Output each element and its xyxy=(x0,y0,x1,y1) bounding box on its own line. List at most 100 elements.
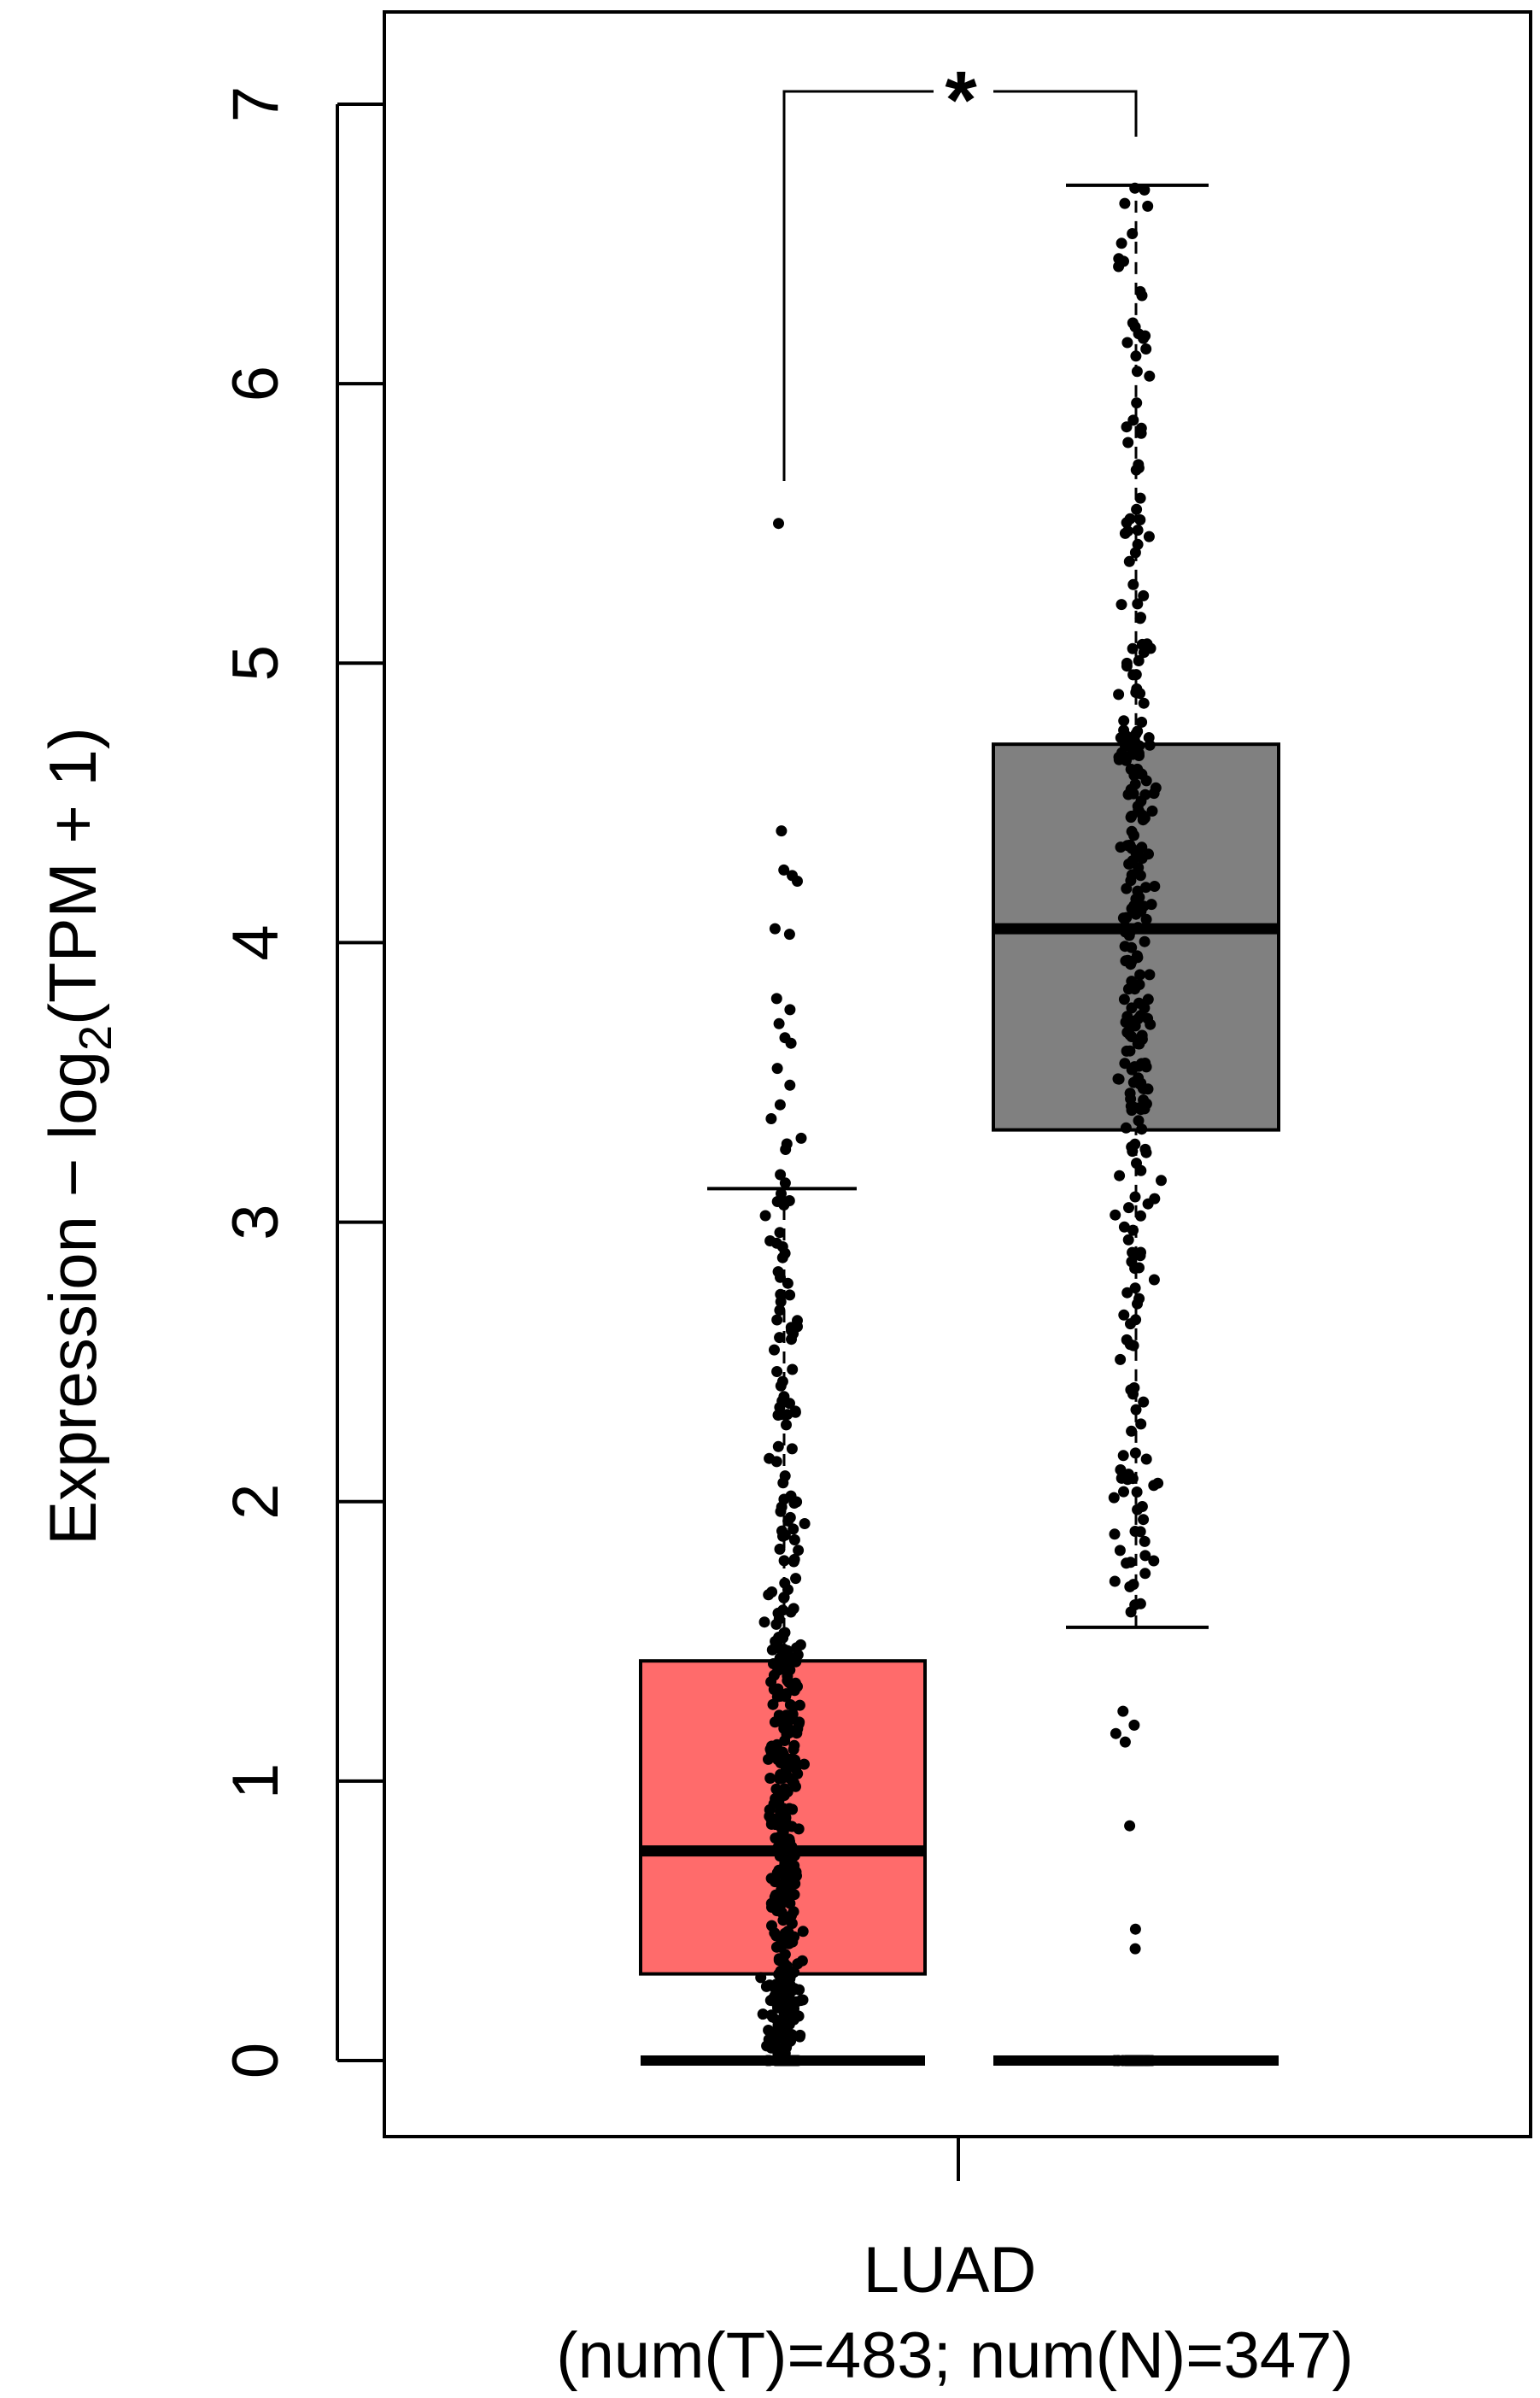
data-point-t-440 xyxy=(771,1314,783,1326)
data-point-t-478 xyxy=(795,1132,807,1144)
data-point-t-467 xyxy=(769,923,781,935)
data-point-n-328 xyxy=(1138,647,1150,659)
data-point-n-337 xyxy=(1121,657,1133,669)
data-point-n-313 xyxy=(1130,687,1142,698)
data-point-t-476 xyxy=(774,1099,786,1111)
data-point-t-129 xyxy=(778,2017,790,2029)
data-point-t-433 xyxy=(788,1523,799,1535)
data-point-n-73 xyxy=(1135,1164,1147,1176)
data-point-n-166 xyxy=(1142,1012,1154,1024)
data-point-n-149 xyxy=(1130,908,1142,920)
data-point-n-311 xyxy=(1133,328,1145,340)
data-point-n-264 xyxy=(1127,1016,1139,1027)
data-point-n-44 xyxy=(1129,1447,1141,1459)
data-point-n-39 xyxy=(1139,2055,1151,2067)
data-point-n-297 xyxy=(1132,538,1144,550)
data-point-t-419 xyxy=(773,1632,785,1643)
significance-bracket: * xyxy=(782,55,1138,481)
data-point-t-136 xyxy=(763,2033,775,2045)
data-point-n-84 xyxy=(1109,1575,1121,1587)
data-point-t-450 xyxy=(788,1553,800,1565)
data-point-t-405 xyxy=(778,1592,790,1604)
data-point-n-55 xyxy=(1139,1550,1151,1562)
data-point-n-81 xyxy=(1135,1210,1146,1222)
data-point-n-250 xyxy=(1113,753,1125,765)
data-point-n-256 xyxy=(1140,775,1152,787)
data-point-n-344 xyxy=(1124,1820,1136,1832)
data-point-t-426 xyxy=(788,1603,799,1615)
data-point-n-238 xyxy=(1120,926,1131,938)
data-point-n-218 xyxy=(1138,1094,1150,1106)
data-point-n-144 xyxy=(1126,1002,1138,1014)
data-point-n-251 xyxy=(1128,1061,1140,1073)
data-point-n-325 xyxy=(1130,350,1142,362)
data-point-n-232 xyxy=(1133,750,1145,761)
data-point-t-460 xyxy=(769,1344,780,1356)
y-tick-label-5: 5 xyxy=(220,645,292,681)
bracket-line-right xyxy=(993,90,1138,137)
data-point-n-258 xyxy=(1126,857,1138,869)
data-point-n-245 xyxy=(1127,869,1139,881)
data-point-n-95 xyxy=(1148,1480,1160,1492)
data-point-t-39 xyxy=(787,2055,799,2067)
data-point-t-347 xyxy=(788,1744,799,1756)
data-point-n-263 xyxy=(1124,839,1136,851)
data-point-t-326 xyxy=(778,1784,790,1796)
data-point-n-278 xyxy=(1118,715,1130,727)
data-point-n-309 xyxy=(1127,642,1139,654)
data-point-t-131 xyxy=(777,1993,789,2005)
data-point-n-315 xyxy=(1121,517,1133,529)
data-point-t-259 xyxy=(788,1850,800,1862)
data-point-n-58 xyxy=(1139,1535,1151,1547)
data-point-n-262 xyxy=(1146,805,1158,817)
data-point-t-481 xyxy=(775,1169,787,1181)
data-point-n-88 xyxy=(1128,1382,1140,1393)
data-point-n-259 xyxy=(1121,954,1133,966)
data-point-n-234 xyxy=(1133,923,1145,935)
data-point-n-346 xyxy=(1129,1943,1141,1955)
data-point-n-303 xyxy=(1138,697,1150,709)
data-point-n-70 xyxy=(1127,1224,1139,1236)
data-point-t-310 xyxy=(764,1773,776,1784)
data-point-t-454 xyxy=(776,1501,788,1513)
data-point-n-338 xyxy=(1134,613,1146,624)
data-point-t-387 xyxy=(774,1332,786,1344)
data-point-n-237 xyxy=(1142,994,1154,1006)
data-point-n-323 xyxy=(1113,689,1125,701)
y-tick-label-1: 1 xyxy=(220,1763,292,1799)
data-point-n-76 xyxy=(1127,1579,1139,1591)
data-point-t-379 xyxy=(788,1534,800,1545)
data-point-t-475 xyxy=(784,1079,796,1091)
data-point-n-199 xyxy=(1128,830,1139,841)
data-point-n-190 xyxy=(1121,912,1133,923)
data-point-n-330 xyxy=(1142,200,1154,212)
x-category-label: LUAD xyxy=(864,2234,1037,2307)
data-point-n-249 xyxy=(1140,913,1152,925)
data-point-t-457 xyxy=(774,1652,786,1664)
data-point-t-314 xyxy=(770,1889,782,1901)
data-point-t-470 xyxy=(784,1004,796,1016)
plot-frame xyxy=(383,10,1532,2138)
data-point-t-354 xyxy=(782,1866,794,1878)
data-point-n-106 xyxy=(1115,1353,1127,1365)
data-point-t-302 xyxy=(766,1920,777,1932)
data-point-n-36 xyxy=(1121,2055,1133,2067)
data-point-n-65 xyxy=(1117,1450,1129,1462)
data-point-n-94 xyxy=(1126,1425,1138,1437)
data-point-t-436 xyxy=(776,1252,788,1263)
data-point-n-253 xyxy=(1135,1077,1147,1089)
data-point-n-294 xyxy=(1132,598,1144,610)
data-point-n-280 xyxy=(1115,599,1127,611)
data-point-t-244 xyxy=(770,1783,782,1795)
y-axis-label-main: Expression − log xyxy=(35,1051,110,1545)
data-point-t-340 xyxy=(784,1664,796,1676)
data-point-n-125 xyxy=(1119,1058,1131,1070)
data-point-t-132 xyxy=(773,2026,785,2038)
y-axis: 0 1 2 3 4 5 6 7 xyxy=(220,86,384,2078)
data-point-n-34 xyxy=(1109,2055,1121,2067)
y-tick-label-4: 4 xyxy=(220,924,292,960)
data-point-t-400 xyxy=(772,1440,784,1452)
data-point-t-341 xyxy=(775,1757,787,1768)
data-point-n-260 xyxy=(1125,783,1137,795)
data-point-n-209 xyxy=(1145,899,1157,911)
